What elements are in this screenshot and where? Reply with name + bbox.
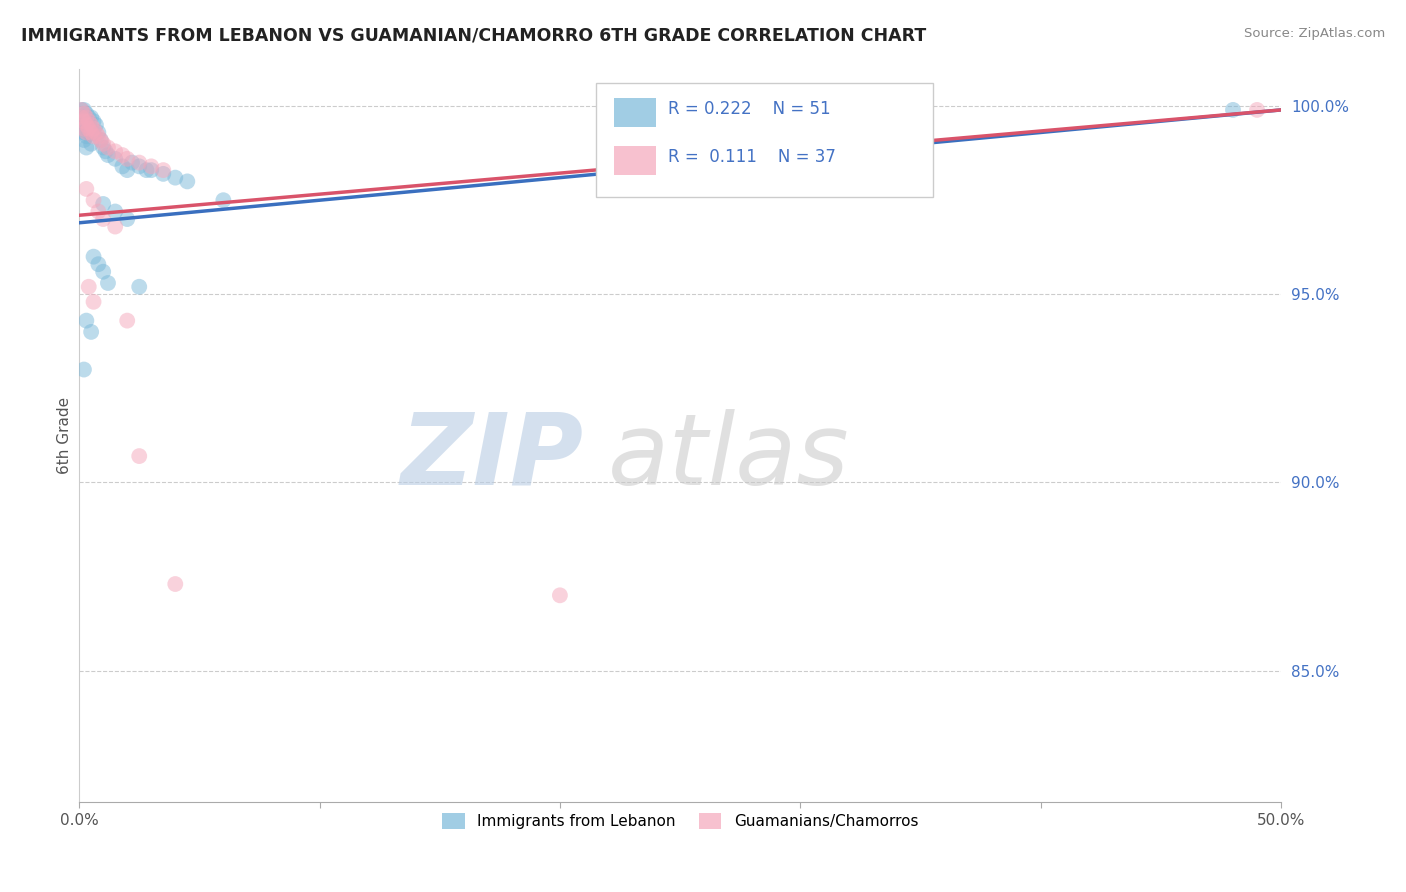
Point xyxy=(176,174,198,188)
Text: Source: ZipAtlas.com: Source: ZipAtlas.com xyxy=(1244,27,1385,40)
Point xyxy=(83,294,105,309)
Point xyxy=(94,145,117,159)
Point xyxy=(104,204,127,219)
Point xyxy=(75,114,97,128)
FancyBboxPatch shape xyxy=(596,83,932,197)
Y-axis label: 6th Grade: 6th Grade xyxy=(58,397,72,474)
Point xyxy=(83,129,105,144)
Point xyxy=(75,106,97,120)
Point xyxy=(75,313,97,327)
Point xyxy=(83,126,105,140)
Point xyxy=(165,170,187,185)
Point xyxy=(83,114,105,128)
Bar xyxy=(614,145,657,175)
Point xyxy=(87,257,110,271)
Point xyxy=(212,193,235,207)
Point xyxy=(115,212,138,227)
Point xyxy=(1246,103,1268,117)
Point xyxy=(104,219,127,234)
Point xyxy=(128,155,150,169)
Text: IMMIGRANTS FROM LEBANON VS GUAMANIAN/CHAMORRO 6TH GRADE CORRELATION CHART: IMMIGRANTS FROM LEBANON VS GUAMANIAN/CHA… xyxy=(21,27,927,45)
Point xyxy=(87,204,110,219)
Point xyxy=(91,197,114,211)
Point xyxy=(77,279,100,293)
Point xyxy=(87,129,110,144)
Point xyxy=(128,449,150,463)
Point xyxy=(75,126,97,140)
Point xyxy=(77,111,100,125)
Point xyxy=(90,133,112,147)
Point xyxy=(115,163,138,178)
Point xyxy=(73,133,96,147)
Point xyxy=(97,140,120,154)
Point xyxy=(83,250,105,264)
Point xyxy=(80,111,103,125)
Point xyxy=(111,159,134,173)
Point xyxy=(135,163,157,178)
Point xyxy=(73,106,96,120)
Point xyxy=(73,118,96,132)
Point xyxy=(80,126,103,140)
Point xyxy=(75,118,97,132)
Point xyxy=(77,121,100,136)
Point xyxy=(84,118,107,132)
Point xyxy=(80,118,103,132)
Point xyxy=(77,126,100,140)
Point xyxy=(75,140,97,154)
Point xyxy=(91,265,114,279)
Text: atlas: atlas xyxy=(607,409,849,506)
Point xyxy=(87,126,110,140)
Point xyxy=(104,145,127,159)
Point xyxy=(70,103,93,117)
Point xyxy=(75,182,97,196)
Point xyxy=(75,121,97,136)
Point xyxy=(90,133,112,147)
Point xyxy=(70,121,93,136)
Point xyxy=(80,136,103,151)
Point xyxy=(141,163,163,178)
Point xyxy=(73,121,96,136)
Point xyxy=(70,111,93,125)
Point xyxy=(128,159,150,173)
Point xyxy=(128,279,150,293)
Point xyxy=(104,152,127,166)
Point xyxy=(73,126,96,140)
Point xyxy=(83,193,105,207)
Point xyxy=(80,126,103,140)
Point xyxy=(80,325,103,339)
Point xyxy=(73,114,96,128)
Point xyxy=(70,111,93,125)
Point xyxy=(84,126,107,140)
Point xyxy=(91,140,114,154)
Text: ZIP: ZIP xyxy=(401,409,583,506)
Point xyxy=(152,167,174,181)
Point xyxy=(75,129,97,144)
Point xyxy=(97,276,120,290)
Text: R = 0.222    N = 51: R = 0.222 N = 51 xyxy=(668,100,831,118)
Point xyxy=(77,118,100,132)
Point xyxy=(70,103,93,117)
Point xyxy=(91,212,114,227)
Point xyxy=(73,362,96,376)
Point xyxy=(73,103,96,117)
Point xyxy=(91,136,114,151)
Point xyxy=(75,111,97,125)
Point xyxy=(152,163,174,178)
Point xyxy=(97,148,120,162)
Point xyxy=(111,148,134,162)
Point xyxy=(141,159,163,173)
Bar xyxy=(614,98,657,128)
Point xyxy=(77,114,100,128)
Point xyxy=(1222,103,1244,117)
Point xyxy=(83,121,105,136)
Text: R =  0.111    N = 37: R = 0.111 N = 37 xyxy=(668,147,837,166)
Point xyxy=(165,577,187,591)
Legend: Immigrants from Lebanon, Guamanians/Chamorros: Immigrants from Lebanon, Guamanians/Cham… xyxy=(436,806,924,835)
Point xyxy=(70,114,93,128)
Point xyxy=(73,111,96,125)
Point xyxy=(121,155,143,169)
Point xyxy=(548,588,571,602)
Point xyxy=(115,152,138,166)
Point xyxy=(115,313,138,327)
